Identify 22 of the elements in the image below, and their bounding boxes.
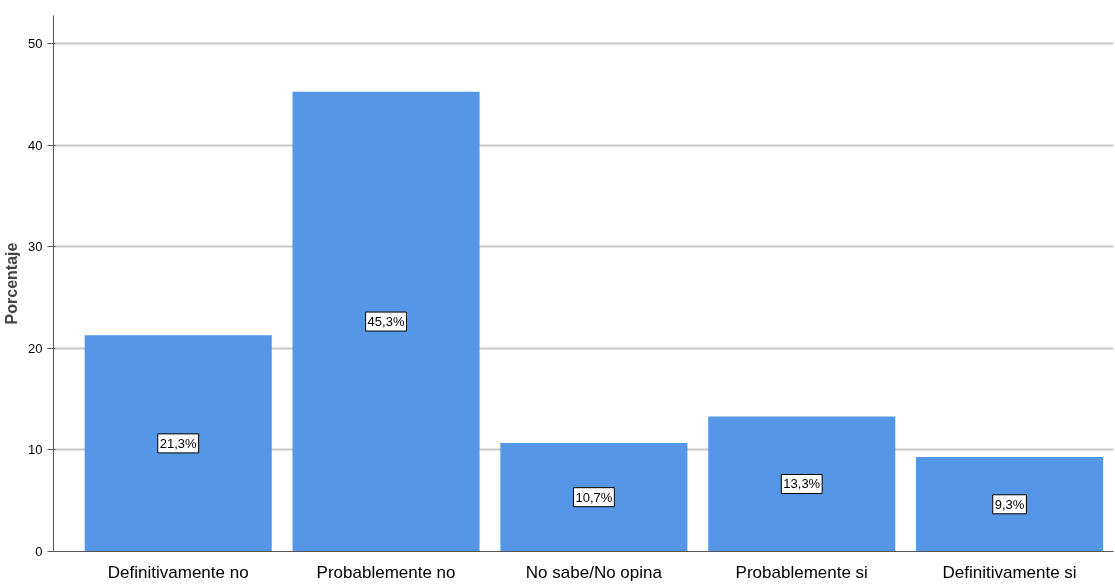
y-tick-label: 20 (28, 340, 43, 356)
y-tick-label: 30 (28, 239, 43, 255)
x-tick-label: Definitivamente no (107, 562, 249, 582)
bar (708, 416, 896, 552)
data-label: 10,7% (575, 489, 613, 505)
y-tick-label: 10 (28, 442, 43, 458)
bar (292, 91, 480, 552)
y-tick-label: 0 (35, 544, 43, 559)
data-label: 45,3% (367, 314, 405, 330)
bar (84, 335, 272, 552)
data-label: 9,3% (994, 496, 1025, 512)
y-axis-title: Porcentaje (3, 242, 21, 325)
bar (916, 457, 1104, 552)
x-tick-label: Probablemente si (735, 562, 868, 582)
data-label: 21,3% (159, 435, 198, 451)
bar (500, 442, 688, 552)
y-tick-label: 40 (28, 137, 43, 153)
x-tick-label: Definitivamente si (942, 562, 1077, 582)
x-tick-label: No sabe/No opina (525, 562, 663, 582)
y-tick-label: 50 (28, 36, 43, 52)
x-tick-label: Probablemente no (316, 562, 456, 582)
data-label: 13,3% (783, 476, 821, 492)
